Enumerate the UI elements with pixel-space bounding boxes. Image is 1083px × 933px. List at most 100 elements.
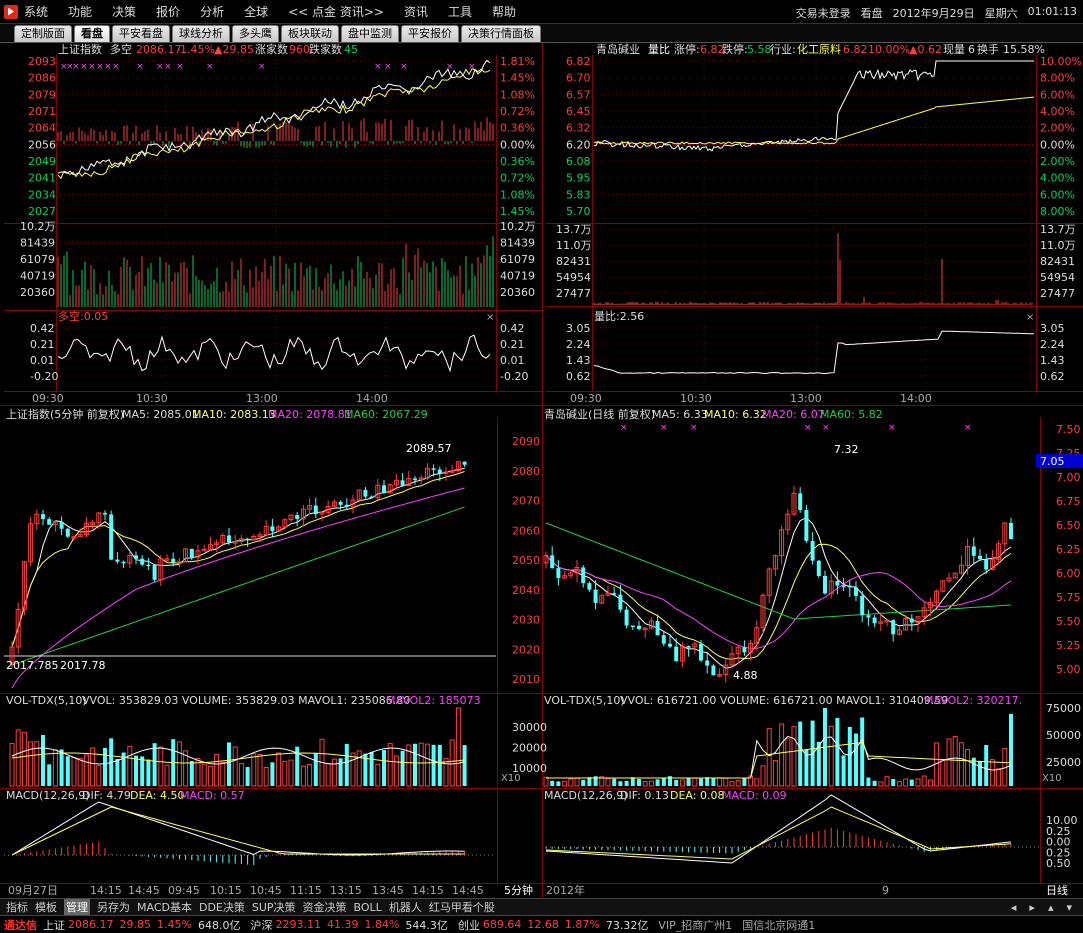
stock-candle xyxy=(927,601,933,609)
volume-bar xyxy=(699,778,703,786)
axis-tick-label: 40719 xyxy=(500,270,535,283)
stock-candle xyxy=(562,575,568,579)
stock-candle xyxy=(618,594,623,610)
axis-tick-label: 5.83 xyxy=(566,188,591,201)
index-candle xyxy=(331,501,337,507)
signal-mark: × xyxy=(104,62,112,72)
volume-bar xyxy=(164,764,170,787)
duokong-line xyxy=(57,334,491,373)
stock-candle xyxy=(909,618,914,623)
charts-canvas[interactable]: 上证指数 多空 2086.17 1.45% ▲29.85 涨家数 960 跌家数… xyxy=(0,43,1083,898)
toolbar-indicator[interactable]: 指标 xyxy=(6,901,28,914)
arrow-right-icon[interactable]: ▸ xyxy=(1029,901,1035,914)
volume-bar xyxy=(854,733,858,786)
axis-tick-label: 7.50 xyxy=(1056,423,1081,436)
tab-watch[interactable]: 看盘 xyxy=(74,25,110,42)
limit-up-value: 6.82 xyxy=(700,43,725,56)
arrow-down-icon[interactable]: ▾ xyxy=(1066,901,1072,914)
toolbar-dde[interactable]: DDE决策 xyxy=(198,901,245,914)
menu-help[interactable]: 帮助 xyxy=(491,5,516,19)
toolbar-template[interactable]: 模板 xyxy=(35,901,57,914)
server-secondary[interactable]: 国信北京网通1 xyxy=(742,918,816,932)
stock-kline-header: 青岛碱业(日线 前复权) MA5: 6.33 MA10: 6.32 MA20: … xyxy=(544,407,883,421)
toolbar-fund[interactable]: 资金决策 xyxy=(302,901,347,914)
volume-bar xyxy=(406,744,412,787)
axis-tick-label: 54954 xyxy=(556,271,591,284)
hs-change: 41.39 xyxy=(326,918,359,931)
stock-candle xyxy=(772,555,778,570)
stock-pct: 10.00% xyxy=(868,43,910,56)
chart-area[interactable]: 上证指数 多空 2086.17 1.45% ▲29.85 涨家数 960 跌家数… xyxy=(0,43,1083,898)
tab-bull-eagle[interactable]: 多头鹰 xyxy=(232,25,279,42)
toolbar-robot[interactable]: 机器人 xyxy=(388,901,422,914)
toolbar-sup[interactable]: SUP决策 xyxy=(251,901,296,914)
tab-custom-layout[interactable]: 定制版面 xyxy=(14,25,72,42)
stock-intraday-volume-bars xyxy=(593,233,1033,305)
toolbar-manage[interactable]: 管理 xyxy=(64,899,90,915)
menu-decision[interactable]: 决策 xyxy=(112,5,137,19)
toolbar-boll[interactable]: BOLL xyxy=(353,900,382,914)
menu-quote[interactable]: 报价 xyxy=(156,5,181,19)
volume-bar xyxy=(866,777,871,786)
tab-sector-link[interactable]: 板块联动 xyxy=(281,25,339,42)
index-candle xyxy=(220,534,226,544)
sh-label[interactable]: 上证 xyxy=(43,918,65,932)
volume-bar xyxy=(965,749,971,787)
up-count-label: 涨家数 xyxy=(255,43,288,56)
volume-bar xyxy=(562,780,568,787)
current-price-value: 7.05 xyxy=(1040,455,1065,468)
time-tick-label: 11:15 xyxy=(290,884,322,897)
signal-mark: × xyxy=(156,62,164,72)
tab-pingan-watch[interactable]: 平安看盘 xyxy=(112,25,170,42)
volume-bar xyxy=(344,743,349,786)
axis-tick-label: 0.50 xyxy=(1046,857,1071,870)
menu-system[interactable]: 系统 xyxy=(24,5,49,19)
menu-tools[interactable]: 工具 xyxy=(447,5,472,19)
axis-tick-label: 7.00 xyxy=(1056,471,1081,484)
volume-bar xyxy=(245,766,250,786)
axis-tick-label: 1.45% xyxy=(500,205,535,218)
index-price: 2086.17 xyxy=(136,43,182,56)
axis-tick-label: 6.45 xyxy=(566,105,591,118)
sh-change: 29.85 xyxy=(119,918,152,931)
indicator-close-icon[interactable]: × xyxy=(486,312,494,323)
industry-value[interactable]: 化工原料 xyxy=(797,43,841,56)
index-intraday-price-lines xyxy=(57,59,491,180)
ratio-close-icon[interactable]: × xyxy=(1026,312,1034,323)
stock-candle xyxy=(798,493,803,511)
tab-ball-analysis[interactable]: 球线分析 xyxy=(172,25,230,42)
toolbar-macd[interactable]: MACD基本 xyxy=(137,901,192,914)
stock-period-label[interactable]: 日线 xyxy=(1046,883,1068,897)
index-kline-volume-bars xyxy=(9,707,467,787)
volume-bar xyxy=(325,762,331,787)
arrow-up-icon[interactable]: ▴ xyxy=(1047,901,1054,914)
index-candle xyxy=(325,505,331,513)
volume-bar xyxy=(424,743,430,787)
tab-decision-panel[interactable]: 决策行情面板 xyxy=(461,25,541,42)
tab-pingan-quote[interactable]: 平安报价 xyxy=(401,25,459,42)
menu-analysis[interactable]: 分析 xyxy=(200,5,225,19)
volume-bar xyxy=(257,753,263,787)
arrow-left-icon[interactable]: ◂ xyxy=(1010,901,1017,914)
cy-label[interactable]: 创业 xyxy=(457,918,480,932)
volume-bar xyxy=(21,732,27,787)
menu-global[interactable]: 全球 xyxy=(244,5,269,19)
tab-intraday-monitor[interactable]: 盘中监测 xyxy=(341,25,399,42)
server-primary[interactable]: VIP_招商广州1 xyxy=(658,918,733,932)
stock-vol-values: VVOL: 616721.00 VOLUME: 616721.00 MAVOL1… xyxy=(620,694,948,707)
index-candle xyxy=(393,479,399,486)
menu-news[interactable]: 资讯 xyxy=(403,5,428,19)
toolbar-red-vest[interactable]: 红马甲看个股 xyxy=(428,901,495,914)
login-status[interactable]: 交易未登录 xyxy=(795,7,851,20)
axis-tick-label: 20360 xyxy=(20,286,55,299)
toolbar-save-as[interactable]: 另存为 xyxy=(97,901,130,914)
volume-bar xyxy=(103,747,107,786)
menu-function[interactable]: 功能 xyxy=(68,5,93,19)
menu-dianjin[interactable]: << 点金 资讯>> xyxy=(288,5,384,19)
axis-tick-label: -0.20 xyxy=(30,370,58,383)
index-period-label[interactable]: 5分钟 xyxy=(504,883,533,897)
index-candle xyxy=(455,461,461,472)
index-candle xyxy=(83,522,89,536)
axis-tick-label: 1.81% xyxy=(500,55,535,68)
hs-label[interactable]: 沪深 xyxy=(250,918,273,932)
